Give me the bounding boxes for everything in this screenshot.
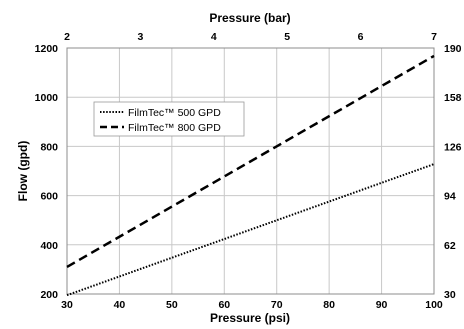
y-tick-label: 800 bbox=[40, 141, 58, 153]
x-axis-title: Pressure (psi) bbox=[210, 311, 290, 325]
series-lines bbox=[66, 54, 435, 297]
y-tick-label: 600 bbox=[40, 191, 58, 203]
x-tick-label: 90 bbox=[376, 299, 388, 311]
plot-area-border bbox=[66, 47, 435, 295]
y-tick-label: 200 bbox=[40, 289, 58, 301]
y2-tick-label: 94 bbox=[444, 191, 456, 203]
y-tick-label: 400 bbox=[40, 240, 58, 252]
x2-tick-labels: 2 3 4 5 6 7 bbox=[64, 31, 437, 43]
y2-tick-labels: 30 62 94 126 158 190 bbox=[444, 43, 462, 301]
y-axis-title: Flow (gpd) bbox=[16, 141, 30, 202]
legend: FilmTec™ 500 GPD FilmTec™ 800 GPD bbox=[93, 101, 245, 137]
legend-label-500: FilmTec™ 500 GPD bbox=[128, 107, 221, 119]
y2-tick-label: 30 bbox=[444, 289, 456, 301]
series-line-1 bbox=[66, 54, 435, 268]
x2-tick-label: 3 bbox=[137, 31, 143, 43]
legend-box bbox=[93, 101, 245, 137]
x2-tick-label: 5 bbox=[284, 31, 290, 43]
y2-tick-label: 190 bbox=[444, 43, 462, 55]
y-tick-label: 1000 bbox=[35, 92, 59, 104]
x2-tick-label: 6 bbox=[358, 31, 364, 43]
legend-label-800: FilmTec™ 800 GPD bbox=[128, 122, 221, 134]
y2-tick-label: 62 bbox=[444, 240, 456, 252]
x-tick-labels: 30 40 50 60 70 80 90 100 bbox=[61, 299, 443, 311]
y2-tick-label: 126 bbox=[444, 141, 462, 153]
x-tick-label: 50 bbox=[166, 299, 178, 311]
x2-tick-label: 7 bbox=[431, 31, 437, 43]
y2-tick-label: 158 bbox=[444, 92, 462, 104]
x-tick-label: 70 bbox=[271, 299, 283, 311]
y-tick-labels: 200 400 600 800 1000 1200 bbox=[35, 43, 59, 301]
x-tick-label: 30 bbox=[61, 299, 73, 311]
x2-tick-label: 2 bbox=[64, 31, 70, 43]
x-tick-label: 100 bbox=[425, 299, 443, 311]
y-tick-label: 1200 bbox=[35, 43, 59, 55]
x-tick-label: 80 bbox=[323, 299, 335, 311]
x-tick-label: 60 bbox=[218, 299, 230, 311]
x2-tick-label: 4 bbox=[211, 31, 217, 43]
x2-axis-title: Pressure (bar) bbox=[209, 11, 290, 25]
x-tick-label: 40 bbox=[114, 299, 126, 311]
